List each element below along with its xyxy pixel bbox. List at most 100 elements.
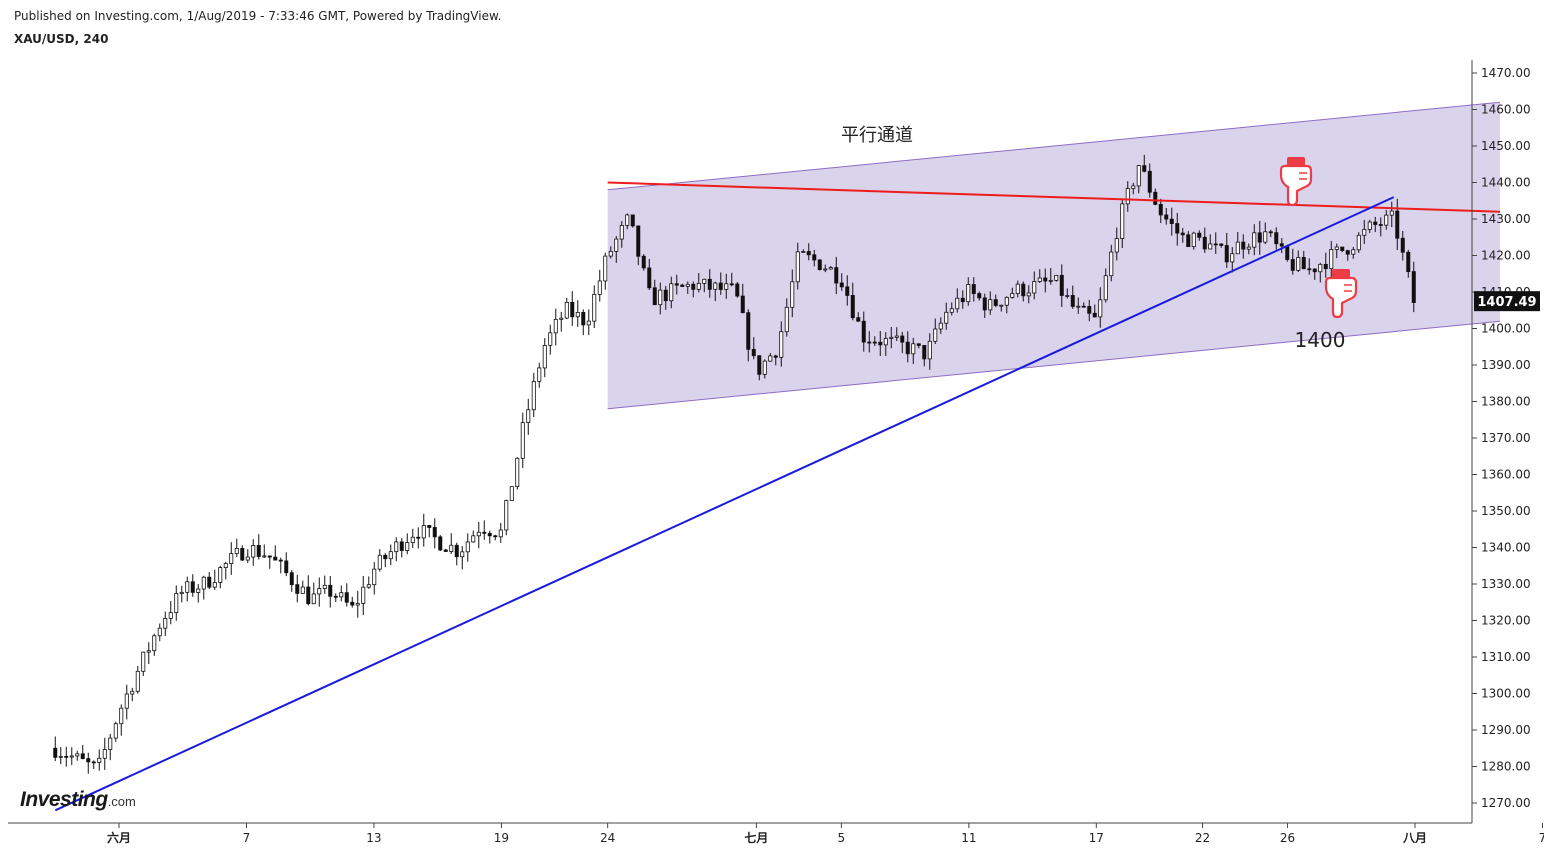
y-tick-label: 1340.00	[1481, 541, 1531, 555]
candle-body	[1103, 275, 1108, 301]
candle-body	[790, 281, 795, 308]
candle-body	[443, 549, 448, 552]
publish-info: Published on Investing.com, 1/Aug/2019 -…	[14, 9, 502, 23]
candle-body	[245, 556, 250, 561]
candle-body	[1169, 218, 1174, 224]
candle-body	[179, 591, 184, 594]
candle-body	[938, 322, 943, 330]
candle-body	[746, 312, 751, 350]
candle	[713, 281, 718, 302]
candle	[960, 290, 965, 309]
candle-body	[1114, 238, 1119, 253]
candle	[1169, 207, 1174, 236]
candle	[1208, 234, 1213, 250]
candle	[916, 343, 921, 349]
candle-body	[113, 723, 118, 739]
y-tick-label: 1350.00	[1481, 504, 1531, 518]
candle-body	[1098, 299, 1103, 318]
candle	[1246, 243, 1251, 255]
candle	[1010, 287, 1015, 299]
candle-body	[460, 551, 465, 558]
candle	[702, 278, 707, 293]
candle-body	[355, 603, 360, 606]
candle-body	[383, 554, 388, 560]
candle	[564, 297, 569, 320]
candle-body	[487, 532, 492, 537]
x-tick-label: 7	[243, 831, 251, 845]
candle-body	[993, 299, 998, 306]
candle-body	[449, 544, 454, 552]
candle-body	[146, 650, 151, 653]
y-tick-label: 1360.00	[1481, 468, 1531, 482]
candle-body	[1213, 243, 1218, 246]
candle	[1098, 287, 1103, 328]
candle	[586, 309, 591, 336]
candle-body	[922, 345, 927, 360]
candle	[779, 321, 784, 367]
x-tick-label: 7	[1539, 831, 1544, 845]
candle-body	[652, 287, 657, 306]
candle	[146, 642, 151, 664]
candle-body	[757, 355, 762, 375]
candle-body	[498, 529, 503, 538]
candle	[487, 530, 492, 544]
candle	[273, 545, 278, 561]
candle-body	[1219, 243, 1224, 246]
candle	[449, 533, 454, 554]
candle-body	[856, 317, 861, 322]
candle-body	[949, 308, 954, 313]
x-tick-label: 24	[600, 831, 615, 845]
candle-body	[1043, 277, 1048, 282]
candle	[1153, 188, 1158, 206]
candle-body	[592, 294, 597, 322]
candle	[944, 302, 949, 330]
candle	[1307, 258, 1312, 275]
candle	[636, 225, 641, 266]
candle-body	[1263, 231, 1268, 243]
candle-body	[388, 551, 393, 560]
y-tick-label: 1400.00	[1481, 322, 1531, 336]
candle	[361, 576, 366, 616]
candle	[1213, 232, 1218, 254]
candle-body	[317, 588, 322, 595]
candle-body	[927, 340, 932, 360]
y-tick-label: 1290.00	[1481, 723, 1531, 737]
candle	[75, 750, 80, 761]
candle-body	[768, 355, 773, 362]
candle-body	[306, 586, 311, 605]
y-tick-label: 1280.00	[1481, 760, 1531, 774]
candle-body	[1323, 263, 1328, 270]
candle-body	[1230, 253, 1235, 263]
candle	[570, 291, 575, 326]
candle	[240, 545, 245, 562]
candle	[168, 601, 173, 625]
candle	[399, 538, 404, 558]
candle	[790, 269, 795, 318]
candle-body	[999, 304, 1004, 307]
candle-body	[1318, 263, 1323, 273]
candle-body	[515, 457, 520, 487]
candle	[322, 575, 327, 594]
candle	[278, 557, 283, 574]
candle	[1252, 224, 1257, 256]
candle	[1334, 243, 1339, 259]
candle	[58, 747, 63, 765]
candle-body	[1076, 305, 1081, 308]
candle	[1290, 248, 1295, 275]
candle-body	[207, 576, 212, 588]
candle	[1120, 199, 1125, 249]
candle-body	[1054, 274, 1059, 281]
candle-body	[966, 284, 971, 303]
investing-logo: Investing.com	[20, 788, 136, 812]
candle	[377, 549, 382, 572]
candle-body	[152, 635, 157, 652]
candle-body	[1153, 191, 1158, 205]
candle-body	[427, 525, 432, 528]
candle-body	[289, 572, 294, 586]
hand-palm	[1324, 276, 1358, 319]
candle	[1395, 198, 1400, 251]
candle	[900, 331, 905, 354]
candle	[949, 302, 954, 316]
candle	[267, 555, 272, 569]
candle	[729, 272, 734, 287]
